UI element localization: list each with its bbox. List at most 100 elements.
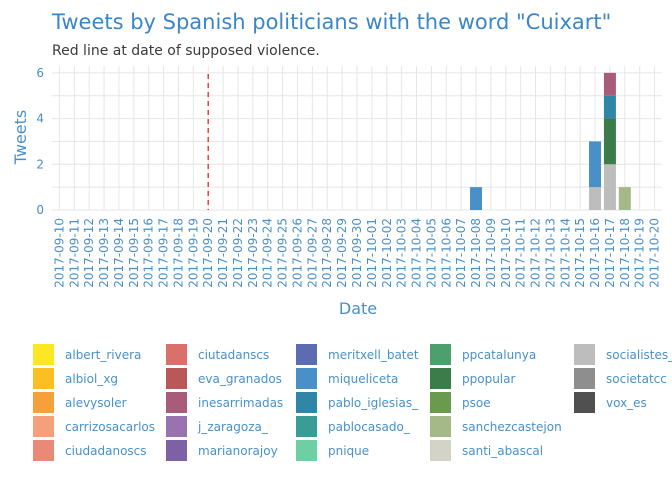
chart-subtitle: Red line at date of supposed violence. — [52, 43, 320, 59]
legend-swatch — [430, 440, 451, 461]
legend-item: pnique — [296, 440, 369, 461]
legend-item: ppcatalunya — [430, 344, 536, 365]
bar-segment-ppopular — [603, 118, 616, 165]
bar-segment-pablo_iglesias_ — [603, 95, 616, 119]
bar-segment-socialistes_ — [589, 187, 602, 210]
legend-swatch — [33, 368, 54, 389]
x-tick-label: 2017-10-07 — [454, 218, 468, 288]
x-tick-label: 2017-10-09 — [484, 218, 498, 288]
legend-item: societatcc — [574, 368, 667, 389]
legend-swatch — [574, 344, 595, 365]
x-tick-label: 2017-10-04 — [410, 218, 424, 288]
x-tick-label: 2017-10-14 — [558, 218, 572, 288]
x-tick-label: 2017-10-17 — [603, 218, 617, 288]
bar-segment-miqueliceta — [470, 187, 483, 210]
x-tick-label: 2017-10-02 — [380, 218, 394, 288]
legend-item: albert_rivera — [33, 344, 141, 365]
legend-swatch — [430, 368, 451, 389]
legend-item: sanchezcastejon — [430, 416, 562, 437]
x-tick-label: 2017-09-13 — [97, 218, 111, 288]
legend-swatch — [430, 416, 451, 437]
bar-segment-socialistes_ — [603, 164, 616, 210]
chart-title: Tweets by Spanish politicians with the w… — [51, 10, 611, 34]
x-tick-label: 2017-09-16 — [142, 218, 156, 288]
x-axis: 2017-09-10 2017-09-11 2017-09-12 2017-09-13… — [52, 218, 661, 288]
legend-item: socialistes_ — [574, 344, 672, 365]
x-tick-label: 2017-10-08 — [469, 218, 483, 288]
legend-item: j_zaragoza_ — [166, 416, 269, 437]
legend-swatch — [166, 344, 187, 365]
legend-item: marianorajoy — [166, 440, 278, 461]
bars — [470, 72, 631, 210]
x-tick-label: 2017-09-23 — [246, 218, 260, 288]
legend-label: pablo_iglesias_ — [328, 396, 419, 410]
x-tick-label: 2017-09-14 — [112, 218, 126, 288]
y-tick-label: 0 — [36, 203, 44, 217]
x-tick-label: 2017-10-20 — [648, 218, 662, 288]
y-tick-label: 4 — [36, 112, 44, 126]
legend-item: ciutadanscs — [166, 344, 269, 365]
legend-swatch — [166, 392, 187, 413]
legend-label: alevysoler — [65, 396, 127, 410]
legend-label: pnique — [328, 444, 369, 458]
legend-label: pablocasado_ — [328, 420, 411, 434]
legend-swatch — [33, 344, 54, 365]
legend-item: psoe — [430, 392, 491, 413]
legend-item: inesarrimadas — [166, 392, 283, 413]
legend-swatch — [296, 344, 317, 365]
x-tick-label: 2017-09-24 — [261, 218, 275, 288]
bar-segment-inesarrimadas — [603, 72, 616, 96]
grid — [52, 66, 662, 211]
x-tick-label: 2017-10-11 — [514, 218, 528, 288]
legend-swatch — [166, 416, 187, 437]
x-tick-label: 2017-09-11 — [67, 218, 81, 288]
legend-item: ciudadanoscs — [33, 440, 147, 461]
legend-swatch — [574, 392, 595, 413]
x-tick-label: 2017-09-20 — [201, 218, 215, 288]
x-tick-label: 2017-10-03 — [395, 218, 409, 288]
legend-item: pablo_iglesias_ — [296, 392, 419, 413]
x-tick-label: 2017-10-05 — [424, 218, 438, 288]
x-tick-label: 2017-09-17 — [157, 218, 171, 288]
bar-segment-sanchezcastejon — [618, 187, 631, 210]
legend-swatch — [430, 392, 451, 413]
y-tick-label: 2 — [36, 157, 44, 171]
x-axis-title: Date — [339, 299, 377, 318]
legend-swatch — [430, 344, 451, 365]
legend-item: carrizosacarlos — [33, 416, 155, 437]
legend-item: santi_abascal — [430, 440, 543, 461]
legend-swatch — [33, 416, 54, 437]
legend-swatch — [574, 368, 595, 389]
x-tick-label: 2017-09-30 — [350, 218, 364, 288]
x-tick-label: 2017-10-01 — [365, 218, 379, 288]
x-tick-label: 2017-10-12 — [529, 218, 543, 288]
x-tick-label: 2017-10-16 — [588, 218, 602, 288]
x-tick-label: 2017-09-25 — [276, 218, 290, 288]
legend-item: miqueliceta — [296, 368, 398, 389]
legend-label: ppopular — [462, 372, 515, 386]
legend-label: santi_abascal — [462, 444, 543, 458]
x-tick-label: 2017-09-28 — [320, 218, 334, 288]
legend-swatch — [296, 368, 317, 389]
x-tick-label: 2017-10-15 — [573, 218, 587, 288]
x-tick-label: 2017-09-26 — [290, 218, 304, 288]
legend-label: eva_granados — [198, 372, 282, 386]
x-tick-label: 2017-09-19 — [186, 218, 200, 288]
legend-item: albiol_xg — [33, 368, 118, 389]
legend-label: albiol_xg — [65, 372, 118, 386]
legend-label: inesarrimadas — [198, 396, 283, 410]
x-tick-label: 2017-09-18 — [171, 218, 185, 288]
legend-label: miqueliceta — [328, 372, 398, 386]
x-tick-label: 2017-09-21 — [216, 218, 230, 288]
legend-swatch — [296, 416, 317, 437]
legend-swatch — [33, 440, 54, 461]
x-tick-label: 2017-10-19 — [633, 218, 647, 288]
legend-swatch — [166, 368, 187, 389]
legend-swatch — [296, 440, 317, 461]
x-tick-label: 2017-09-27 — [305, 218, 319, 288]
legend-label: vox_es — [606, 396, 647, 410]
legend-label: albert_rivera — [65, 348, 141, 362]
legend-label: psoe — [462, 396, 491, 410]
legend-label: socialistes_ — [606, 348, 672, 362]
